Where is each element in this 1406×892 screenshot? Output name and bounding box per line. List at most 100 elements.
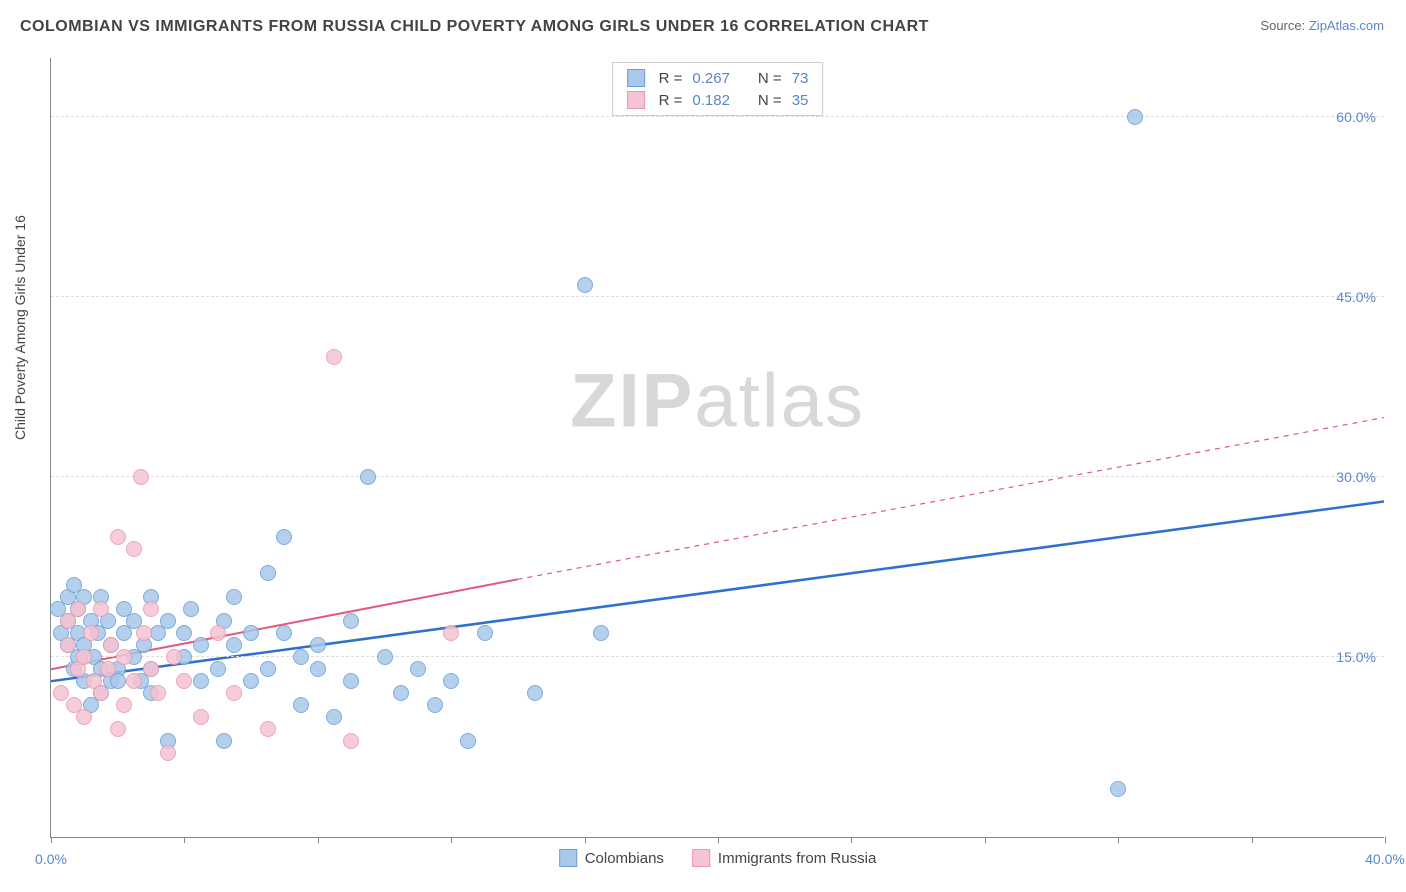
scatter-point-colombians [477, 625, 493, 641]
gridline-horizontal [51, 116, 1384, 117]
scatter-point-russia [76, 709, 92, 725]
scatter-point-colombians [410, 661, 426, 677]
x-tick [985, 837, 986, 843]
scatter-point-russia [210, 625, 226, 641]
scatter-point-colombians [443, 673, 459, 689]
gridline-horizontal [51, 656, 1384, 657]
x-tick [451, 837, 452, 843]
scatter-point-russia [166, 649, 182, 665]
scatter-point-colombians [1110, 781, 1126, 797]
scatter-point-russia [126, 673, 142, 689]
legend-label: Colombians [585, 850, 664, 867]
scatter-point-colombians [343, 673, 359, 689]
x-tick [718, 837, 719, 843]
scatter-point-colombians [226, 589, 242, 605]
scatter-point-russia [110, 529, 126, 545]
scatter-point-russia [136, 625, 152, 641]
stat-n-value: 35 [792, 92, 809, 109]
stat-n-label: N = [758, 92, 782, 109]
scatter-point-russia [116, 649, 132, 665]
scatter-point-russia [110, 721, 126, 737]
scatter-point-colombians [343, 613, 359, 629]
scatter-point-colombians [243, 673, 259, 689]
source-attribution: Source: ZipAtlas.com [1260, 18, 1384, 33]
scatter-point-russia [326, 349, 342, 365]
scatter-point-colombians [260, 565, 276, 581]
legend-swatch [627, 69, 645, 87]
y-axis-label: Child Poverty Among Girls Under 16 [12, 215, 28, 440]
x-tick [1385, 837, 1386, 843]
scatter-point-colombians [183, 601, 199, 617]
source-link[interactable]: ZipAtlas.com [1309, 18, 1384, 33]
watermark-rest: atlas [694, 358, 865, 443]
legend-item: Colombians [559, 849, 664, 867]
scatter-point-russia [93, 685, 109, 701]
scatter-point-colombians [276, 529, 292, 545]
x-tick-label: 40.0% [1365, 851, 1405, 867]
x-tick [851, 837, 852, 843]
scatter-point-russia [193, 709, 209, 725]
scatter-point-colombians [360, 469, 376, 485]
y-tick-label: 30.0% [1336, 469, 1376, 485]
legend-label: Immigrants from Russia [718, 850, 876, 867]
source-label: Source: [1260, 18, 1305, 33]
scatter-point-russia [103, 637, 119, 653]
stat-n-value: 73 [792, 70, 809, 87]
x-tick [585, 837, 586, 843]
trend-line [51, 501, 1384, 681]
scatter-point-colombians [226, 637, 242, 653]
scatter-point-russia [160, 745, 176, 761]
x-tick [318, 837, 319, 843]
stats-row: R =0.267N =73 [613, 67, 823, 89]
scatter-point-colombians [210, 661, 226, 677]
trend-line-extrapolated [518, 418, 1384, 580]
legend-swatch [559, 849, 577, 867]
scatter-point-russia [100, 661, 116, 677]
scatter-point-russia [143, 661, 159, 677]
x-tick [51, 837, 52, 843]
scatter-point-colombians [260, 661, 276, 677]
scatter-point-colombians [527, 685, 543, 701]
scatter-point-russia [133, 469, 149, 485]
scatter-point-colombians [460, 733, 476, 749]
scatter-point-russia [126, 541, 142, 557]
trend-lines-svg [51, 58, 1384, 837]
scatter-point-colombians [293, 697, 309, 713]
y-tick-label: 60.0% [1336, 109, 1376, 125]
scatter-point-russia [150, 685, 166, 701]
scatter-point-russia [70, 601, 86, 617]
scatter-point-colombians [293, 649, 309, 665]
scatter-point-colombians [310, 661, 326, 677]
scatter-point-colombians [593, 625, 609, 641]
scatter-point-colombians [377, 649, 393, 665]
scatter-point-russia [176, 673, 192, 689]
scatter-point-colombians [1127, 109, 1143, 125]
scatter-point-russia [93, 601, 109, 617]
scatter-point-colombians [276, 625, 292, 641]
scatter-point-colombians [393, 685, 409, 701]
y-tick-label: 15.0% [1336, 649, 1376, 665]
legend-item: Immigrants from Russia [692, 849, 876, 867]
scatter-point-colombians [310, 637, 326, 653]
watermark: ZIPatlas [570, 357, 865, 444]
scatter-point-russia [260, 721, 276, 737]
gridline-horizontal [51, 476, 1384, 477]
stats-row: R =0.182N =35 [613, 89, 823, 111]
x-tick [1118, 837, 1119, 843]
x-tick [1252, 837, 1253, 843]
stat-r-label: R = [659, 70, 683, 87]
plot-area: ZIPatlas R =0.267N =73R =0.182N =35 Colo… [50, 58, 1384, 838]
legend-swatch [627, 91, 645, 109]
x-tick [184, 837, 185, 843]
scatter-point-colombians [160, 613, 176, 629]
scatter-point-colombians [193, 673, 209, 689]
scatter-point-colombians [243, 625, 259, 641]
legend-bottom: Colombians Immigrants from Russia [559, 849, 877, 867]
stat-n-label: N = [758, 70, 782, 87]
scatter-point-colombians [216, 733, 232, 749]
scatter-point-colombians [176, 625, 192, 641]
scatter-point-russia [343, 733, 359, 749]
scatter-point-russia [83, 625, 99, 641]
chart-title: COLOMBIAN VS IMMIGRANTS FROM RUSSIA CHIL… [20, 18, 929, 36]
stats-legend-box: R =0.267N =73R =0.182N =35 [612, 62, 824, 116]
